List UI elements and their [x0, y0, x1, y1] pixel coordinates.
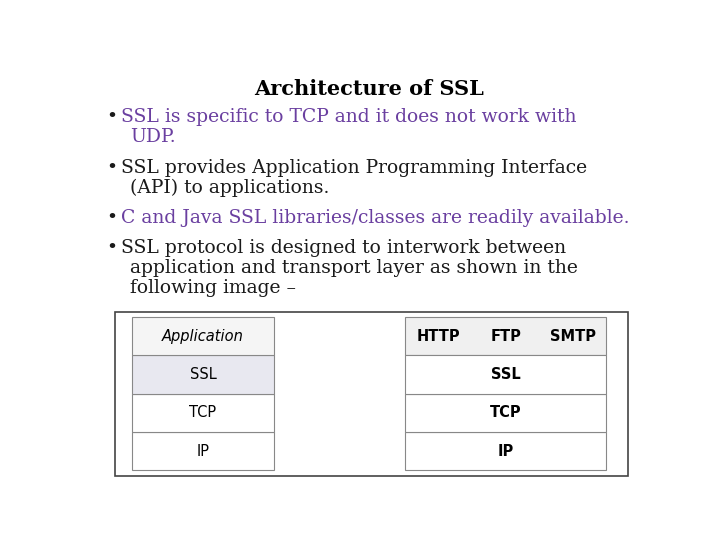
- Text: SMTP: SMTP: [549, 329, 595, 344]
- Text: following image –: following image –: [130, 279, 296, 298]
- Bar: [115, 312, 629, 476]
- Text: TCP: TCP: [490, 406, 521, 420]
- Text: SSL: SSL: [189, 367, 217, 382]
- Text: C and Java SSL libraries/classes are readily available.: C and Java SSL libraries/classes are rea…: [121, 209, 629, 227]
- Bar: [132, 394, 274, 432]
- Text: Application: Application: [162, 329, 244, 344]
- Bar: [405, 355, 606, 394]
- Bar: [132, 317, 274, 355]
- Text: (API) to applications.: (API) to applications.: [130, 179, 330, 197]
- Bar: [132, 355, 274, 394]
- Text: •: •: [107, 109, 118, 126]
- Text: IP: IP: [498, 443, 514, 458]
- Text: •: •: [107, 209, 118, 227]
- Text: SSL protocol is designed to interwork between: SSL protocol is designed to interwork be…: [121, 239, 566, 258]
- Text: application and transport layer as shown in the: application and transport layer as shown…: [130, 259, 578, 278]
- Text: FTP: FTP: [490, 329, 521, 344]
- Text: TCP: TCP: [189, 406, 217, 420]
- Text: SSL provides Application Programming Interface: SSL provides Application Programming Int…: [121, 159, 587, 177]
- Text: HTTP: HTTP: [417, 329, 461, 344]
- Text: SSL is specific to TCP and it does not work with: SSL is specific to TCP and it does not w…: [121, 109, 576, 126]
- Text: SSL: SSL: [491, 367, 521, 382]
- Bar: [405, 432, 606, 470]
- Text: •: •: [107, 159, 118, 177]
- Text: Architecture of SSL: Architecture of SSL: [254, 79, 484, 99]
- Bar: [132, 432, 274, 470]
- Bar: [405, 394, 606, 432]
- Text: •: •: [107, 239, 118, 258]
- Bar: [405, 317, 606, 355]
- Text: UDP.: UDP.: [130, 129, 176, 146]
- Text: IP: IP: [197, 443, 210, 458]
